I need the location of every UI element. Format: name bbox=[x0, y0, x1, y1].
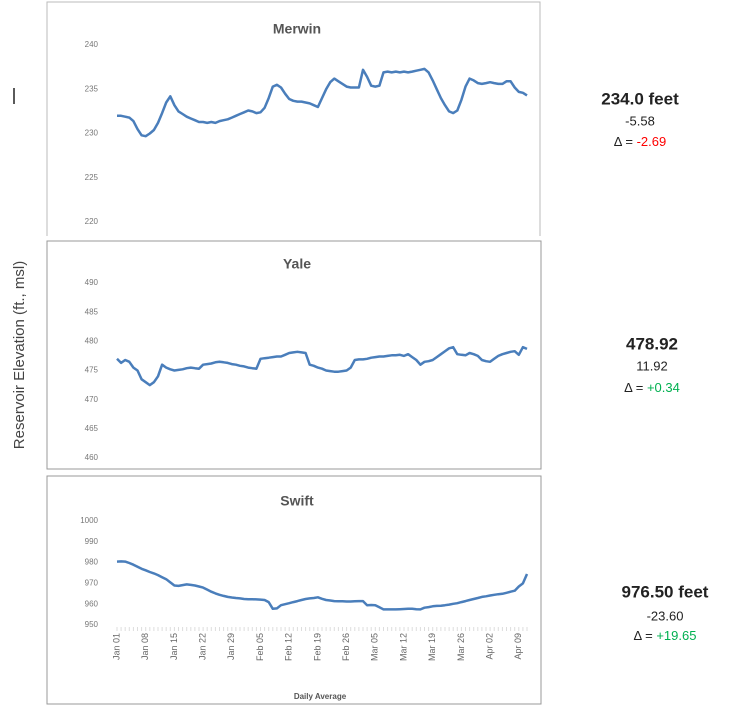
delta-value: -2.69 bbox=[637, 134, 667, 149]
delta: Δ = -2.69 bbox=[614, 134, 666, 149]
delta-label: Δ = bbox=[614, 134, 637, 149]
y-tick-label: 230 bbox=[85, 129, 99, 138]
delta-label: Δ = bbox=[624, 380, 647, 395]
x-tick-label: Mar 26 bbox=[456, 633, 466, 661]
x-tick-label: Jan 15 bbox=[169, 633, 179, 660]
x-tick-label: Apr 09 bbox=[513, 633, 523, 660]
y-axis-label: Reservoir Elevation (ft., msl) bbox=[11, 261, 28, 449]
x-tick-label: Jan 22 bbox=[197, 633, 207, 660]
y-tick-label: 980 bbox=[85, 558, 99, 567]
y-tick-label: 475 bbox=[85, 366, 99, 375]
chart-title: Swift bbox=[280, 493, 314, 509]
chart-title: Merwin bbox=[273, 21, 321, 37]
change: -5.58 bbox=[625, 113, 655, 128]
y-tick-label: 235 bbox=[85, 84, 99, 93]
x-tick-label: Apr 02 bbox=[484, 633, 494, 660]
panel-frame bbox=[46, 240, 542, 470]
level: 478.92 bbox=[626, 334, 678, 353]
y-tick-label: 960 bbox=[85, 599, 99, 608]
chart-title: Yale bbox=[283, 256, 311, 272]
y-tick-label: 490 bbox=[85, 278, 99, 287]
x-tick-label: Jan 01 bbox=[111, 633, 121, 660]
x-tick-label: Feb 12 bbox=[284, 633, 294, 661]
x-tick-label: Jan 08 bbox=[140, 633, 150, 660]
y-tick-label: 480 bbox=[85, 336, 99, 345]
x-tick-label: Jan 29 bbox=[226, 633, 236, 660]
change: 11.92 bbox=[636, 358, 668, 373]
y-tick-label: 220 bbox=[85, 217, 99, 226]
line-series bbox=[117, 67, 528, 138]
delta: Δ = +0.34 bbox=[624, 380, 680, 395]
y-tick-label: 470 bbox=[85, 395, 99, 404]
x-tick-label: Feb 19 bbox=[312, 633, 322, 661]
change: -23.60 bbox=[647, 608, 684, 623]
y-tick-label: 240 bbox=[85, 40, 99, 49]
panel-frame bbox=[46, 475, 542, 705]
line-series bbox=[116, 345, 528, 387]
y-tick-label: 460 bbox=[85, 453, 99, 462]
panel-frame bbox=[46, 1, 541, 236]
delta: Δ = +19.65 bbox=[634, 628, 697, 643]
y-tick-label: 1000 bbox=[80, 516, 98, 525]
delta-value: +0.34 bbox=[647, 380, 680, 395]
y-tick-label: 225 bbox=[85, 173, 99, 182]
y-tick-label: 990 bbox=[85, 537, 99, 546]
y-tick-label: 485 bbox=[85, 307, 99, 316]
x-tick-label: Feb 05 bbox=[255, 633, 265, 661]
x-tick-label: Mar 19 bbox=[427, 633, 437, 661]
x-tick-label: Feb 26 bbox=[341, 633, 351, 661]
level: 234.0 feet bbox=[601, 89, 679, 108]
y-tick-label: 465 bbox=[85, 424, 99, 433]
delta-label: Δ = bbox=[634, 628, 657, 643]
delta-value: +19.65 bbox=[656, 628, 696, 643]
y-tick-label: 950 bbox=[85, 620, 99, 629]
y-tick-label: 970 bbox=[85, 579, 99, 588]
line-series bbox=[116, 560, 529, 611]
x-axis-label: Daily Average bbox=[294, 692, 347, 701]
level: 976.50 feet bbox=[622, 582, 709, 601]
x-tick-label: Mar 12 bbox=[398, 633, 408, 661]
x-tick-label: Mar 05 bbox=[370, 633, 380, 661]
